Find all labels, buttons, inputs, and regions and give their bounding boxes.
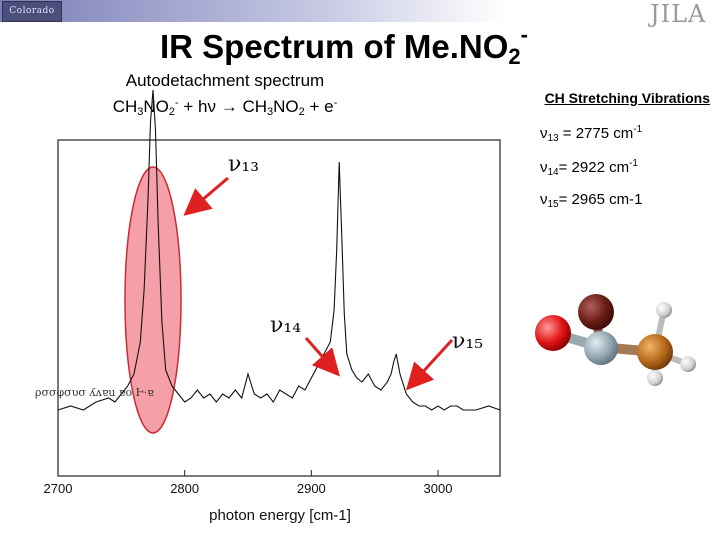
nitrogen-atom (584, 331, 618, 365)
nu14-label: ν₁₄ (270, 313, 301, 338)
x-tick-label: 2700 (44, 481, 73, 496)
nu13-arrow (183, 176, 229, 216)
reaction-part: 3 (137, 106, 144, 118)
left-scale-text: ρσσφσυσ ʎʌɐu ɐo Ⱶ·ɐ (35, 386, 154, 399)
vibration-nu15: ν15= 2965 cm-1 (540, 191, 720, 210)
reaction-part: - (333, 97, 338, 109)
x-tick-label: 2900 (297, 481, 326, 496)
title-superscript: - (520, 22, 528, 47)
nu15-label: ν₁₅ (452, 329, 483, 354)
vibration-nu14: ν14= 2922 cm-1 (540, 158, 720, 178)
mode-value: = 2922 cm (558, 159, 630, 176)
reaction-part: 3 (267, 106, 274, 118)
hydrogen-atom (656, 302, 672, 318)
reaction-part: CH (112, 97, 138, 116)
reaction-equation: CH3NO2- + hν → CH3NO2 + e- (60, 92, 390, 123)
reaction-part: 2 (168, 106, 176, 118)
hydrogen-atom (647, 370, 663, 386)
unit-exponent: -1 (633, 124, 643, 135)
x-tick-label: 2800 (170, 481, 199, 496)
nu14-arrow (304, 337, 340, 377)
ch-stretching-heading: CH Stretching Vibrations (544, 90, 710, 106)
nu-symbol: ν (540, 125, 548, 142)
top-banner (0, 0, 720, 22)
x-axis-label: photon energy [cm-1] (209, 507, 351, 524)
x-tick-label: 3000 (424, 481, 453, 496)
title-subscript: 2 (508, 44, 521, 69)
reaction-part: 2 (298, 106, 305, 118)
unit-exponent: -1 (629, 158, 638, 169)
nu13-label: ν₁₃ (228, 152, 259, 177)
jila-logo: JILA (650, 0, 707, 28)
slide-title: IR Spectrum of Me.NO2- (160, 22, 600, 70)
nu-symbol: ν (540, 191, 548, 208)
university-logo: Colorado (2, 1, 62, 22)
oxygen-atom-dark (578, 294, 614, 330)
mode-value: = 2775 cm (558, 125, 634, 142)
vibration-nu13: ν13 = 2775 cm-1 (540, 124, 720, 144)
mode-index: 13 (547, 133, 559, 144)
molecule-model (535, 294, 696, 386)
reaction-part: - (175, 97, 179, 109)
reaction-part: NO (143, 97, 169, 116)
carbon-atom (637, 334, 673, 370)
oxygen-atom (535, 315, 571, 351)
spectrum-line (57, 89, 501, 411)
mode-index: 15 (547, 199, 559, 210)
spectrum-subtitle: Autodetachment spectrum CH3NO2- + hν → C… (60, 70, 390, 123)
nu15-arrow (405, 338, 454, 391)
nu13-highlight (124, 166, 182, 434)
hydrogen-atom (680, 356, 696, 372)
mode-value: = 2965 cm-1 (558, 191, 643, 208)
nu-symbol: ν (540, 159, 548, 176)
reaction-part: + e (304, 97, 334, 116)
reaction-part: + hν → CH (178, 97, 268, 116)
mode-index: 14 (547, 167, 559, 178)
reaction-part: NO (273, 97, 299, 116)
title-main: IR Spectrum of Me.NO (160, 28, 509, 65)
subtitle-line1: Autodetachment spectrum (125, 71, 325, 90)
